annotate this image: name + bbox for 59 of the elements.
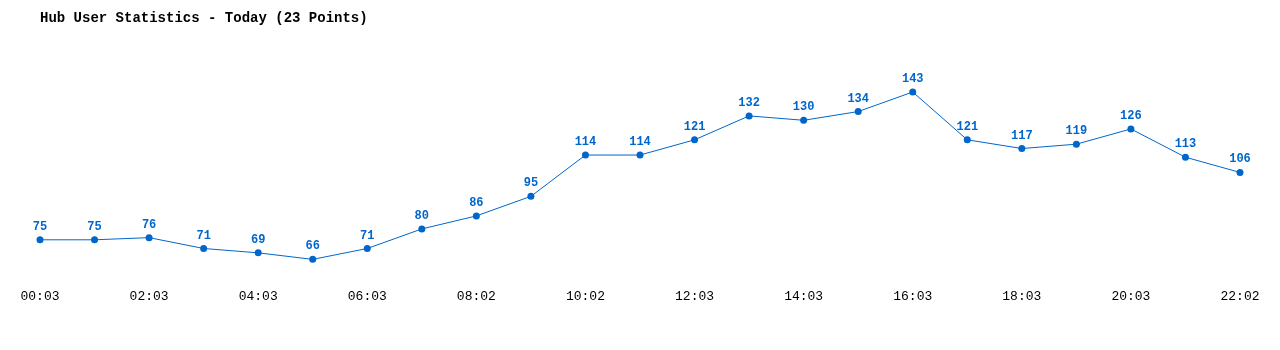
point	[36, 236, 44, 244]
point	[1127, 125, 1135, 133]
data-label: 86	[469, 195, 484, 210]
data-label: 106	[1229, 152, 1251, 167]
point	[745, 112, 753, 120]
x-tick-label: 00:03	[20, 288, 60, 304]
point	[200, 244, 208, 252]
data-label: 113	[1174, 137, 1197, 152]
point	[636, 151, 644, 159]
data-label: 121	[683, 119, 706, 134]
x-tick-label: 18:03	[1002, 288, 1042, 304]
x-tick-label: 12:03	[675, 288, 715, 304]
x-tick-label: 04:03	[238, 288, 278, 304]
x-tick-label: 08:02	[456, 288, 496, 304]
x-tick-label: 02:03	[129, 288, 169, 304]
point	[363, 244, 371, 252]
point	[691, 136, 699, 144]
data-label: 80	[414, 208, 430, 223]
chart-title: Hub User Statistics - Today (23 Points)	[40, 9, 368, 26]
data-label: 143	[901, 72, 924, 87]
point	[963, 136, 971, 144]
point	[581, 151, 589, 159]
x-tick-label: 20:03	[1111, 288, 1151, 304]
point	[1072, 140, 1080, 148]
data-label: 69	[250, 232, 266, 247]
data-label: 66	[305, 239, 320, 254]
data-label: 114	[574, 135, 597, 150]
point	[1181, 153, 1189, 161]
data-label: 76	[141, 217, 157, 232]
point	[1236, 168, 1244, 176]
data-label: 71	[196, 228, 211, 243]
data-label: 121	[956, 119, 979, 134]
data-label: 132	[738, 95, 760, 110]
point	[418, 225, 426, 233]
data-label: 95	[523, 176, 539, 191]
x-tick-label: 06:03	[347, 288, 387, 304]
x-tick-label: 14:03	[784, 288, 824, 304]
data-label: 114	[629, 135, 651, 150]
point	[309, 255, 317, 263]
point	[527, 192, 535, 200]
point	[145, 234, 153, 242]
point	[854, 108, 862, 116]
data-label: 119	[1065, 124, 1088, 139]
data-label: 75	[87, 219, 102, 234]
data-label: 75	[32, 219, 48, 234]
x-tick-label: 22:02	[1220, 288, 1260, 304]
data-label: 71	[360, 228, 375, 243]
point	[91, 236, 99, 244]
data-label: 130	[792, 100, 815, 115]
data-label: 134	[847, 91, 869, 106]
data-label: 126	[1120, 108, 1142, 123]
data-label: 117	[1011, 128, 1033, 143]
x-tick-label: 16:03	[893, 288, 933, 304]
point	[472, 212, 480, 220]
point	[800, 116, 808, 124]
point	[909, 88, 917, 96]
x-tick-label: 10:02	[565, 288, 605, 304]
point	[1018, 145, 1026, 153]
point	[254, 249, 262, 257]
